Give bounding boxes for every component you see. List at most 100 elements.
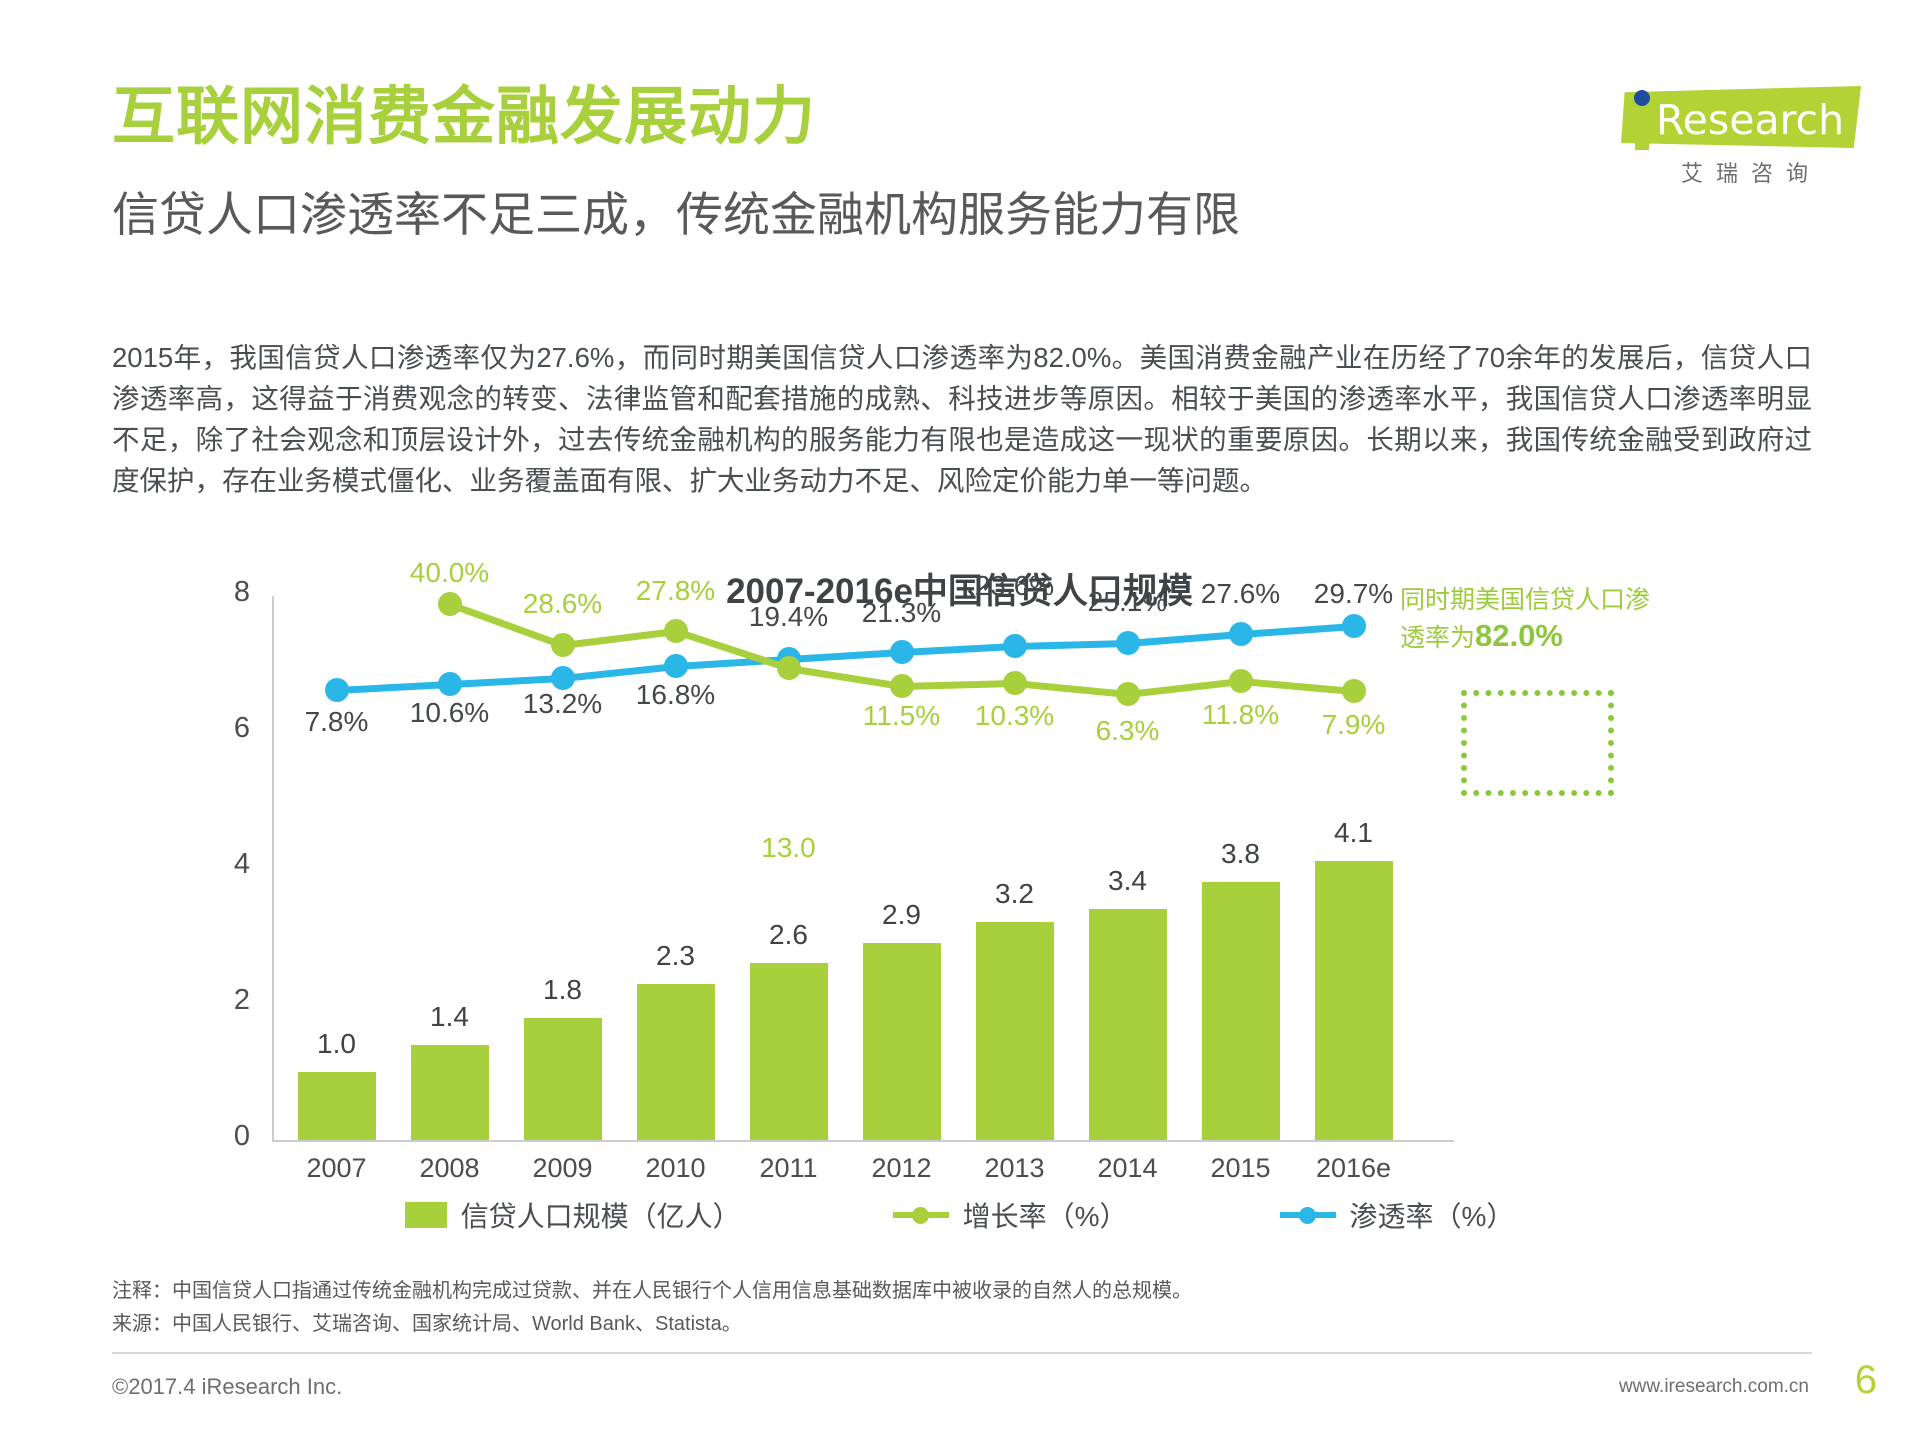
growth-rate-label: 7.9% <box>1321 709 1386 740</box>
x-axis-tick: 2014 <box>1097 1153 1158 1183</box>
x-axis-tick: 2013 <box>984 1153 1045 1183</box>
penetration-rate-label: 16.8% <box>635 679 716 710</box>
penetration-line-marker <box>663 654 688 678</box>
y-axis-tick: 6 <box>233 712 250 744</box>
x-axis-tick: 2011 <box>759 1153 818 1183</box>
x-axis-tick: 2010 <box>645 1153 706 1183</box>
growth-line-marker <box>1228 669 1253 693</box>
growth-rate-label: 11.8% <box>1201 699 1280 730</box>
page-subtitle: 信贷人口渗透率不足三成，传统金融机构服务能力有限 <box>112 188 1240 241</box>
legend-label-growth: 增长率（%） <box>962 1201 1128 1232</box>
y-axis-tick: 0 <box>233 1120 250 1152</box>
bar-value-label: 2.3 <box>656 939 695 971</box>
logo-wordmark: Research <box>1656 96 1845 144</box>
logo-i-stem-icon <box>1635 112 1649 150</box>
chart-bar <box>1201 881 1280 1140</box>
chart-bar <box>975 922 1054 1140</box>
penetration-rate-label: 7.8% <box>304 706 369 737</box>
growth-line-marker <box>550 633 575 657</box>
chart-bar <box>1088 908 1167 1140</box>
penetration-line-marker <box>776 647 801 671</box>
growth-line-segment <box>674 628 790 672</box>
us-note-value: 82.0% <box>1475 618 1563 653</box>
source-line: 来源：中国人民银行、艾瑞咨询、国家统计局、World Bank、Statista… <box>112 1313 742 1335</box>
page-number: 6 <box>1854 1358 1877 1402</box>
penetration-line-segment <box>901 643 1015 656</box>
bar-value-label: 2.9 <box>882 898 921 930</box>
penetration-line-segment <box>449 675 563 688</box>
penetration-line-marker <box>550 666 575 690</box>
penetration-rate-label: 10.6% <box>409 697 490 728</box>
chart-title: 2007-2016e中国信贷人口规模 <box>726 572 1193 611</box>
x-axis-tick: 2008 <box>419 1153 480 1183</box>
x-axis-line <box>272 1140 1454 1142</box>
us-note-prefix: 透率为 <box>1400 624 1476 652</box>
bar-value-label: 4.1 <box>1334 817 1373 849</box>
penetration-line-segment <box>1014 640 1128 650</box>
y-axis-tick: 2 <box>233 984 250 1016</box>
note-line: 注释：中国信贷人口指通过传统金融机构完成过贷款、并在人民银行个人信用信息基础数据… <box>112 1280 1192 1302</box>
copyright-text: ©2017.4 iResearch Inc. <box>112 1374 343 1399</box>
bar-value-label: 2.6 <box>769 919 808 951</box>
growth-line-segment <box>787 665 903 690</box>
chart-bar <box>862 942 941 1140</box>
legend-item-growth: 增长率（%） <box>892 1195 1128 1235</box>
x-axis-tick: 2009 <box>532 1153 593 1183</box>
x-axis-tick: 2012 <box>871 1153 932 1183</box>
legend-line-swatch-penetration-icon <box>1279 1202 1336 1228</box>
growth-line-marker <box>776 656 801 680</box>
growth-line-marker <box>663 619 688 643</box>
growth-line-segment <box>1240 678 1354 695</box>
penetration-line-segment <box>336 681 450 694</box>
logo-chinese-name: 艾瑞咨询 <box>1680 161 1821 186</box>
x-axis-tick: 2007 <box>306 1153 367 1183</box>
bar-value-label: 1.8 <box>543 973 582 1005</box>
chart-bar <box>636 983 715 1140</box>
bar-value-label: 1.4 <box>430 1000 469 1032</box>
penetration-line-marker <box>1228 622 1253 646</box>
penetration-rate-label: 13.2% <box>522 688 603 719</box>
growth-rate-label: 10.3% <box>974 700 1055 731</box>
bar-value-label: 1.0 <box>317 1028 356 1059</box>
penetration-line-segment <box>562 663 676 682</box>
us-penetration-annotation: 同时期美国信贷人口渗 透率为82.0% <box>1400 582 1730 656</box>
penetration-line-marker <box>1341 614 1366 638</box>
growth-line-segment <box>1014 680 1128 698</box>
body-paragraph: 2015年，我国信贷人口渗透率仅为27.6%，而同时期美国信贷人口渗透率为82.… <box>112 342 1812 496</box>
legend-line-swatch-growth-icon <box>892 1202 949 1228</box>
growth-line-segment <box>1127 678 1241 698</box>
growth-line-marker <box>1341 679 1366 703</box>
chart-bar <box>523 1017 602 1140</box>
footer-divider <box>112 1352 1812 1354</box>
us-note-line1: 同时期美国信贷人口渗 <box>1400 586 1651 614</box>
logo-i-dot-icon <box>1634 90 1650 106</box>
iresearch-logo: Research 艾瑞咨询 <box>1621 72 1871 186</box>
penetration-line-marker <box>889 640 914 664</box>
growth-line-marker <box>1115 682 1140 706</box>
legend-item-scale: 信贷人口规模（亿人） <box>404 1195 741 1235</box>
growth-rate-label: 6.3% <box>1095 715 1160 746</box>
legend-label-scale: 信贷人口规模（亿人） <box>460 1201 741 1232</box>
legend-label-penetration: 渗透率（%） <box>1349 1201 1515 1232</box>
chart-bar <box>297 1072 376 1140</box>
chart-legend: 信贷人口规模（亿人） 增长率（%） 渗透率（%） <box>0 1195 1919 1235</box>
growth-line-marker <box>889 674 914 698</box>
page-title: 互联网消费金融发展动力 <box>112 82 816 152</box>
bar-value-label: 3.8 <box>1221 837 1260 869</box>
x-axis-tick: 2015 <box>1210 1153 1271 1183</box>
bar-value-label: 3.4 <box>1108 864 1147 896</box>
penetration-line-segment <box>1240 623 1354 638</box>
legend-item-penetration: 渗透率（%） <box>1279 1195 1515 1235</box>
penetration-line-marker <box>1115 631 1140 655</box>
penetration-line-segment <box>1127 631 1241 647</box>
y-axis-tick: 4 <box>233 848 250 880</box>
penetration-line-segment <box>675 656 789 670</box>
penetration-line-marker <box>1002 634 1027 658</box>
x-axis-tick: 2016e <box>1315 1153 1392 1183</box>
growth-line-segment <box>901 680 1015 690</box>
penetration-line-marker <box>324 678 349 702</box>
growth-rate-label: 13.0 <box>761 832 816 863</box>
growth-rate-label: 11.5% <box>862 700 941 731</box>
chart-notes: 注释：中国信贷人口指通过传统金融机构完成过贷款、并在人民银行个人信用信息基础数据… <box>112 1275 1812 1341</box>
penetration-line-segment <box>788 649 902 663</box>
